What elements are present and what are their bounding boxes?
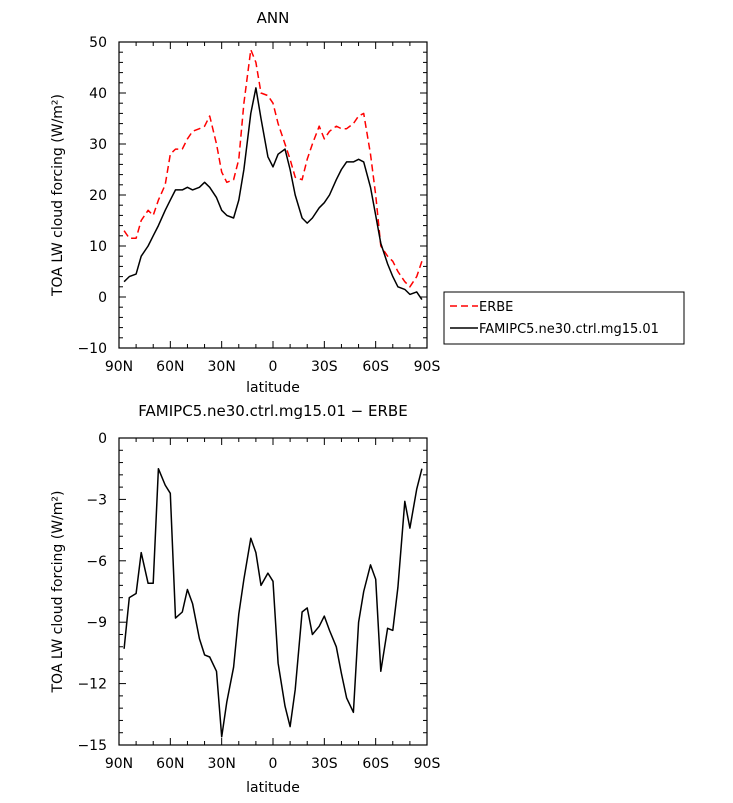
series-line [123,48,423,288]
y-tick-label: 20 [89,188,107,204]
y-tick-label: 50 [89,35,107,51]
y-tick-label: 30 [89,137,107,153]
x-tick-label: 90N [105,756,133,772]
y-tick-label: −3 [86,492,107,508]
legend-label: FAMIPC5.ne30.ctrl.mg15.01 [479,322,659,337]
y-tick-label: −15 [77,738,107,754]
y-axis-label: TOA LW cloud forcing (W/m²) [50,491,66,694]
x-tick-label: 30N [208,756,236,772]
x-tick-label: 60N [156,756,184,772]
x-tick-label: 60N [156,359,184,375]
x-tick-label: 30S [311,359,338,375]
chart-panel-annual: ANN 90N 60N 30N 0 30S 60S 90S −10 0 10 20 30 40 50 lati… [50,9,440,396]
plot-frame [118,41,428,349]
x-tick-label: 30S [311,756,338,772]
x-tick-label: 90N [105,359,133,375]
series-line [123,467,423,738]
x-axis-label: latitude [246,780,300,796]
y-tick-label: 10 [89,239,107,255]
chart-panel-difference: FAMIPC5.ne30.ctrl.mg15.01 − ERBE 90N 60N 30… [50,402,440,796]
chart-title: ANN [257,9,290,27]
legend-label: ERBE [479,300,513,315]
x-tick-label: 60S [362,756,389,772]
x-tick-label: 0 [269,756,278,772]
y-tick-label: 0 [98,431,107,447]
x-tick-label: 0 [269,359,278,375]
y-tick-label: −9 [86,615,107,631]
y-tick-label: −12 [77,677,107,693]
x-tick-label: 90S [414,359,441,375]
series-line [123,87,423,301]
y-tick-label: 0 [98,290,107,306]
x-tick-label: 60S [362,359,389,375]
x-tick-label: 30N [208,359,236,375]
chart-title: FAMIPC5.ne30.ctrl.mg15.01 − ERBE [138,402,407,420]
y-tick-label: −6 [86,554,107,570]
x-axis-label: latitude [246,380,300,396]
y-tick-label: 40 [89,86,107,102]
legend-box [443,291,685,345]
y-axis-label: TOA LW cloud forcing (W/m²) [50,94,66,297]
legend: ERBE FAMIPC5.ne30.ctrl.mg15.01 [443,291,685,345]
x-tick-label: 90S [414,756,441,772]
y-tick-label: −10 [77,341,107,357]
